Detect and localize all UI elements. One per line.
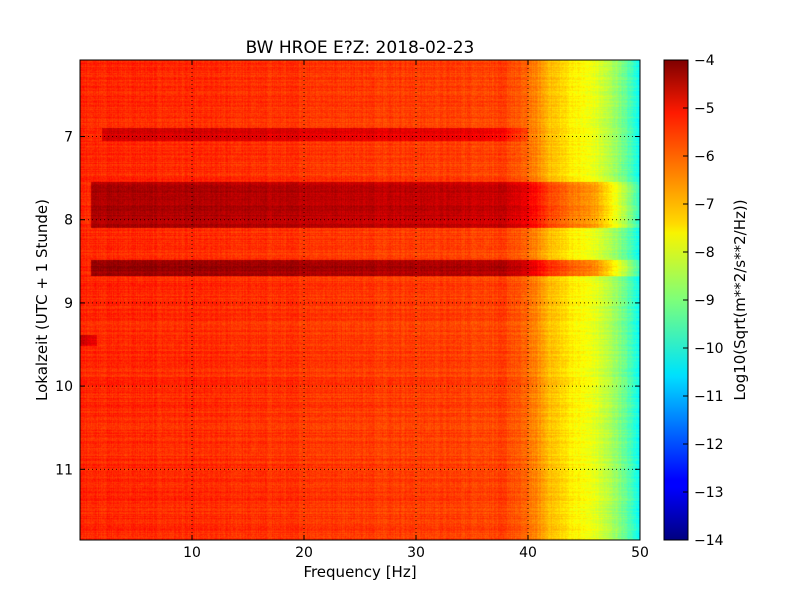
y-tick-label: 11 — [55, 462, 73, 478]
colorbar-tick-label: −4 — [694, 53, 715, 69]
colorbar-tick-label: −8 — [694, 245, 715, 261]
y-tick-label: 10 — [55, 379, 73, 395]
colorbar-tick-label: −5 — [694, 101, 715, 117]
x-axis: 10 20 30 40 50 — [183, 60, 649, 561]
x-axis-label: Frequency [Hz] — [303, 563, 416, 581]
colorbar-tick-label: −11 — [694, 389, 724, 405]
colorbar-axis: −4 −5 −6 −7 −8 −9 −10 −11 −12 −13 −14 — [683, 53, 724, 549]
colorbar-tick-label: −6 — [694, 149, 715, 165]
y-tick-label: 8 — [64, 213, 73, 229]
y-axis: 7 8 9 10 11 — [55, 130, 640, 478]
x-tick-label: 50 — [631, 545, 649, 561]
y-axis-label: Lokalzeit (UTC + 1 Stunde) — [33, 199, 51, 401]
colorbar-tick-label: −14 — [694, 533, 724, 549]
chart-title: BW HROE E?Z: 2018-02-23 — [246, 38, 475, 58]
x-tick-label: 30 — [407, 545, 425, 561]
colorbar-tick-label: −13 — [694, 485, 724, 501]
colorbar-label: Log10(Sqrt(m**2/s**2/Hz)) — [731, 199, 749, 400]
x-tick-label: 40 — [519, 545, 537, 561]
grid-lines — [80, 60, 640, 540]
colorbar-tick-label: −12 — [694, 437, 724, 453]
colorbar-tick-label: −10 — [694, 341, 724, 357]
y-tick-label: 7 — [64, 130, 73, 146]
colorbar-tick-label: −9 — [694, 293, 715, 309]
x-tick-label: 10 — [183, 545, 201, 561]
plot-frame — [79, 59, 641, 541]
y-tick-label: 9 — [64, 296, 73, 312]
plot-area — [80, 60, 640, 540]
heatmap-image — [80, 60, 640, 540]
colorbar-tick-label: −7 — [694, 197, 715, 213]
x-tick-label: 20 — [295, 545, 313, 561]
